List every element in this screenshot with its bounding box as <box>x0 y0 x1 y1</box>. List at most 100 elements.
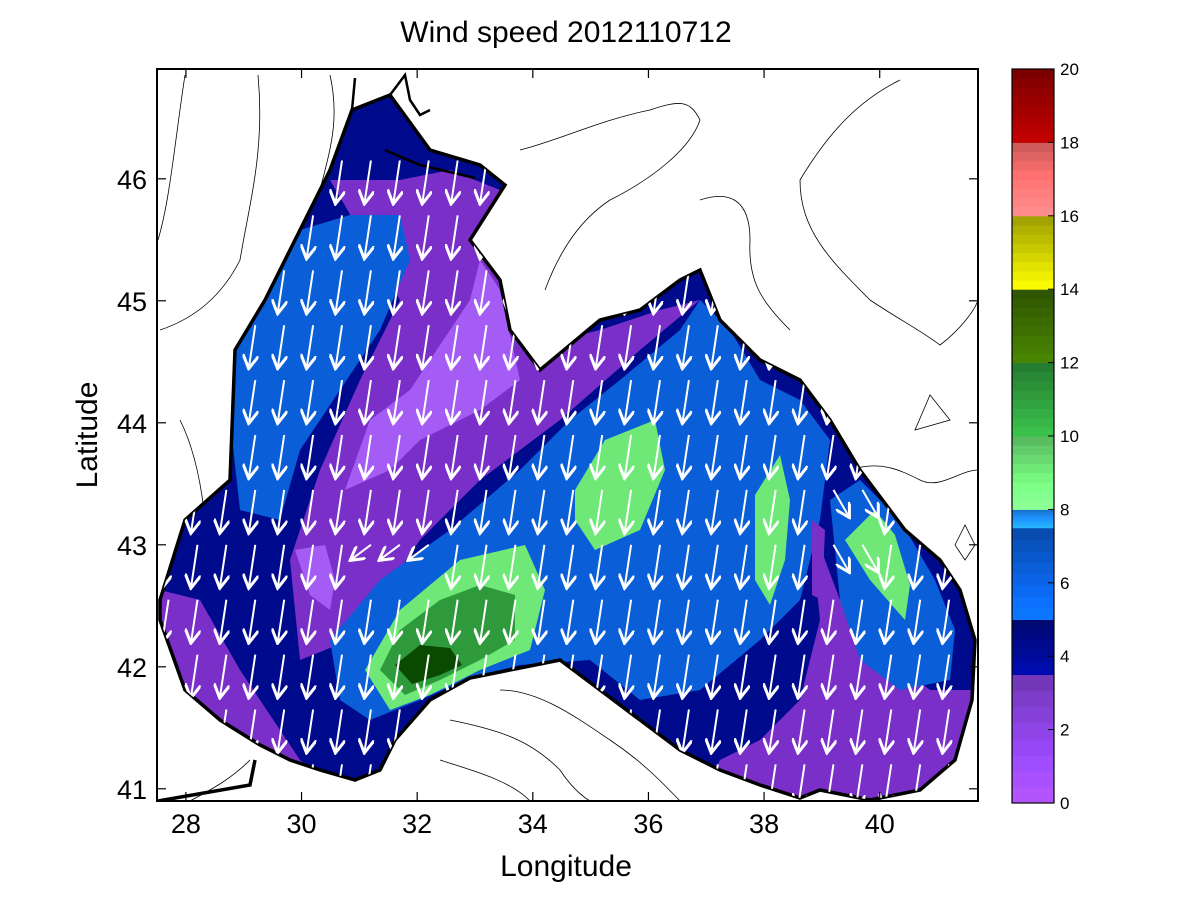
level-band-5 <box>230 215 410 520</box>
wind-arrow <box>769 654 775 697</box>
colorbar-band <box>1012 509 1054 513</box>
wind-arrow <box>798 379 804 422</box>
wind-arrow <box>625 599 631 642</box>
wind-arrow <box>943 599 949 642</box>
colorbar-band <box>1012 114 1054 125</box>
colorbar-band <box>1012 197 1054 208</box>
wind-arrow <box>861 489 877 516</box>
colorbar-band <box>1012 289 1054 299</box>
x-axis-label: Longitude <box>500 850 632 883</box>
wind-arrow <box>422 654 428 697</box>
wind-arrow <box>278 544 284 587</box>
colorbar-band <box>1012 160 1054 171</box>
chart-title: Wind speed 2012110712 <box>400 16 731 49</box>
colorbar-band <box>1012 472 1054 483</box>
colorbar-band <box>1012 500 1054 510</box>
wind-arrow <box>336 379 342 422</box>
wind-arrow <box>832 489 848 516</box>
colorbar-band <box>1012 562 1054 575</box>
wind-arrow <box>336 215 342 257</box>
colorbar-band <box>1012 362 1054 373</box>
wind-arrow <box>712 434 718 477</box>
colorbar-band <box>1012 188 1054 198</box>
colorbar-band <box>1012 316 1054 327</box>
wind-arrow <box>381 543 401 559</box>
wind-arrow <box>740 654 746 697</box>
colorbar-band <box>1012 463 1054 474</box>
colorbar-band <box>1012 380 1054 391</box>
y-axis-label: Latitude <box>71 382 104 489</box>
wind-arrow <box>394 325 400 367</box>
wind-arrow <box>394 599 400 642</box>
colorbar-band <box>1012 87 1054 98</box>
y-tick-label: 41 <box>117 775 147 805</box>
wind-arrow <box>538 489 544 532</box>
wind-arrow <box>856 599 862 642</box>
colorbar-tick-label: 2 <box>1060 721 1069 740</box>
wind-arrow <box>191 599 197 642</box>
wind-arrow <box>336 599 342 642</box>
colorbar-band <box>1012 516 1054 520</box>
colorbar-band <box>1012 215 1054 226</box>
wind-arrow <box>596 599 602 642</box>
y-tick-label: 45 <box>117 287 147 317</box>
x-tick-label: 28 <box>171 809 201 839</box>
wind-arrow <box>220 654 226 697</box>
wind-arrow <box>769 379 775 422</box>
wind-arrow <box>827 709 833 752</box>
level-band-1 <box>700 520 975 800</box>
level-band-1 <box>470 300 700 420</box>
wind-arrow <box>885 654 891 697</box>
colorbar-band <box>1012 640 1054 648</box>
wind-arrow <box>278 489 284 532</box>
wind-arrow <box>625 654 631 697</box>
wind-arrow <box>220 599 226 642</box>
wind-arrow <box>798 709 804 752</box>
colorbar-tick-label: 12 <box>1060 354 1079 373</box>
wind-arrow <box>278 379 284 422</box>
colorbar-band <box>1012 371 1054 382</box>
level-band-0 <box>345 260 520 490</box>
wind-arrow <box>856 709 862 752</box>
wind-arrow <box>480 270 486 312</box>
colorbar-tick-label: 4 <box>1060 647 1069 666</box>
wind-arrow <box>712 654 718 697</box>
wind-arrow <box>538 599 544 642</box>
wind-arrow <box>798 434 804 477</box>
wind-arrow <box>798 544 804 587</box>
wind-arrow <box>654 544 660 587</box>
wind-arrow <box>683 654 689 697</box>
wind-arrow <box>567 544 573 587</box>
wind-arrow <box>856 654 862 697</box>
wind-arrow <box>336 544 342 587</box>
y-tick-label: 43 <box>117 531 147 561</box>
colorbar-band <box>1012 491 1054 501</box>
colorbar-band <box>1012 133 1054 143</box>
colorbar-band <box>1012 298 1054 309</box>
x-tick-label: 32 <box>402 809 432 839</box>
colorbar-band <box>1012 353 1054 364</box>
wind-arrow <box>422 489 428 532</box>
wind-arrow <box>365 379 371 422</box>
wind-arrow <box>683 379 689 422</box>
wind-arrow <box>307 709 313 752</box>
wind-arrow <box>249 325 255 367</box>
wind-arrow <box>191 654 197 697</box>
wind-arrow <box>712 325 718 367</box>
wind-arrow <box>827 599 833 642</box>
wind-arrow <box>249 434 255 477</box>
colorbar-band <box>1012 738 1054 756</box>
wind-arrow <box>365 709 371 752</box>
wind-arrow <box>567 379 573 422</box>
wind-arrow <box>394 215 400 257</box>
wind-arrow <box>451 489 457 532</box>
wind-arrow <box>249 544 255 587</box>
colorbar-band <box>1012 667 1054 676</box>
wind-arrow <box>451 434 457 477</box>
wind-arrow <box>394 270 400 312</box>
colorbar-band <box>1012 596 1054 609</box>
wind-arrow <box>596 379 602 422</box>
wind-arrow <box>451 379 457 422</box>
wind-arrow <box>769 489 775 532</box>
wind-arrow <box>394 434 400 477</box>
